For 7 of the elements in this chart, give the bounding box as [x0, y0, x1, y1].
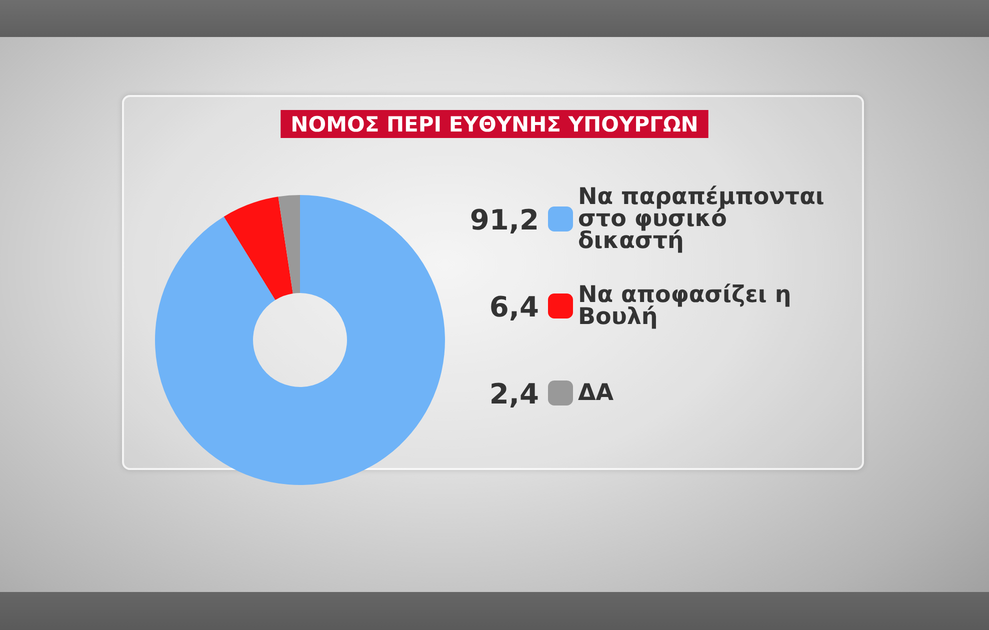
data-label: 91,2 — [470, 204, 539, 236]
legend-label: Να παραπέμπονται στο φυσικό δικαστή — [578, 184, 824, 254]
data-label: 6,4 — [489, 290, 539, 324]
data-label: 2,4 — [489, 378, 539, 410]
legend-label: ΔΑ — [578, 380, 614, 406]
chart-title: ΝΟΜΟΣ ΠΕΡΙ ΕΥΘΥΝΗΣ ΥΠΟΥΡΓΩΝ — [290, 112, 698, 136]
legend-label: Να αποφασίζει η Βουλή — [578, 282, 792, 330]
